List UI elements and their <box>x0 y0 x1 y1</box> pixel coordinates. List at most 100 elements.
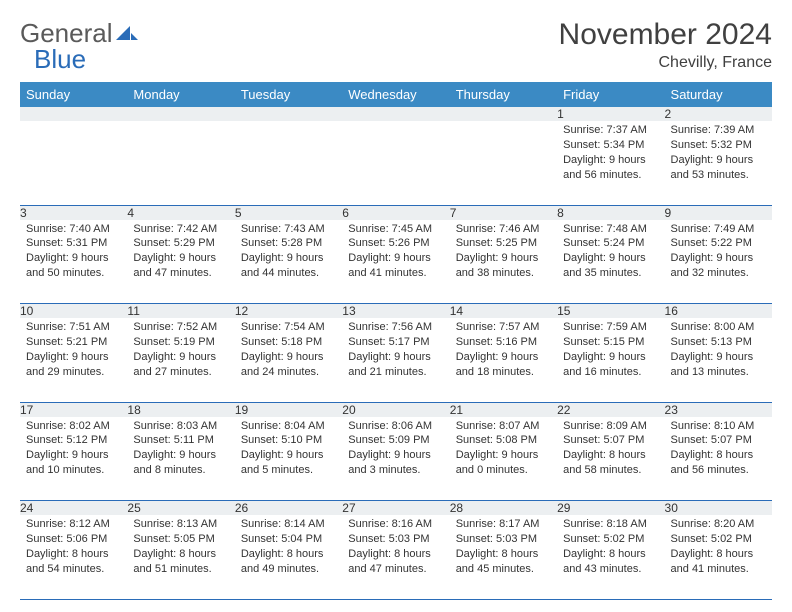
month-title: November 2024 <box>559 18 772 52</box>
weekday-header: Friday <box>557 82 664 107</box>
day-details: Sunrise: 7:59 AMSunset: 5:15 PMDaylight:… <box>557 318 664 383</box>
day-number: 7 <box>450 205 557 220</box>
day-body-row: Sunrise: 7:40 AMSunset: 5:31 PMDaylight:… <box>20 220 772 304</box>
day-details: Sunrise: 8:16 AMSunset: 5:03 PMDaylight:… <box>342 515 449 580</box>
day-details: Sunrise: 8:18 AMSunset: 5:02 PMDaylight:… <box>557 515 664 580</box>
day-number: 4 <box>127 205 234 220</box>
day-number: 27 <box>342 501 449 516</box>
location: Chevilly, France <box>559 54 772 72</box>
day-details: Sunrise: 7:51 AMSunset: 5:21 PMDaylight:… <box>20 318 127 383</box>
day-cell: Sunrise: 8:12 AMSunset: 5:06 PMDaylight:… <box>20 515 127 599</box>
day-cell: Sunrise: 7:43 AMSunset: 5:28 PMDaylight:… <box>235 220 342 304</box>
day-cell: Sunrise: 8:06 AMSunset: 5:09 PMDaylight:… <box>342 417 449 501</box>
day-number: 1 <box>557 107 664 121</box>
day-details: Sunrise: 8:00 AMSunset: 5:13 PMDaylight:… <box>665 318 772 383</box>
day-number-row: 12 <box>20 107 772 121</box>
logo-line2: Blue <box>34 44 86 75</box>
day-cell <box>235 121 342 205</box>
day-number: 30 <box>665 501 772 516</box>
day-cell: Sunrise: 7:54 AMSunset: 5:18 PMDaylight:… <box>235 318 342 402</box>
day-body-row: Sunrise: 7:37 AMSunset: 5:34 PMDaylight:… <box>20 121 772 205</box>
day-number: 3 <box>20 205 127 220</box>
day-cell: Sunrise: 8:07 AMSunset: 5:08 PMDaylight:… <box>450 417 557 501</box>
weekday-header-row: SundayMondayTuesdayWednesdayThursdayFrid… <box>20 82 772 107</box>
day-details: Sunrise: 8:20 AMSunset: 5:02 PMDaylight:… <box>665 515 772 580</box>
day-details: Sunrise: 8:06 AMSunset: 5:09 PMDaylight:… <box>342 417 449 482</box>
day-details: Sunrise: 8:04 AMSunset: 5:10 PMDaylight:… <box>235 417 342 482</box>
day-cell: Sunrise: 7:37 AMSunset: 5:34 PMDaylight:… <box>557 121 664 205</box>
day-body-row: Sunrise: 8:12 AMSunset: 5:06 PMDaylight:… <box>20 515 772 599</box>
day-cell: Sunrise: 8:18 AMSunset: 5:02 PMDaylight:… <box>557 515 664 599</box>
day-number-row: 10111213141516 <box>20 304 772 319</box>
day-number: 2 <box>665 107 772 121</box>
day-details: Sunrise: 8:10 AMSunset: 5:07 PMDaylight:… <box>665 417 772 482</box>
day-cell: Sunrise: 8:16 AMSunset: 5:03 PMDaylight:… <box>342 515 449 599</box>
day-body-row: Sunrise: 7:51 AMSunset: 5:21 PMDaylight:… <box>20 318 772 402</box>
day-details: Sunrise: 8:03 AMSunset: 5:11 PMDaylight:… <box>127 417 234 482</box>
day-cell: Sunrise: 8:10 AMSunset: 5:07 PMDaylight:… <box>665 417 772 501</box>
day-cell <box>20 121 127 205</box>
day-number: 18 <box>127 402 234 417</box>
day-cell: Sunrise: 7:45 AMSunset: 5:26 PMDaylight:… <box>342 220 449 304</box>
day-cell: Sunrise: 8:00 AMSunset: 5:13 PMDaylight:… <box>665 318 772 402</box>
day-cell: Sunrise: 7:40 AMSunset: 5:31 PMDaylight:… <box>20 220 127 304</box>
day-number <box>20 107 127 121</box>
day-details: Sunrise: 8:17 AMSunset: 5:03 PMDaylight:… <box>450 515 557 580</box>
day-cell: Sunrise: 7:46 AMSunset: 5:25 PMDaylight:… <box>450 220 557 304</box>
header: General November 2024 Chevilly, France <box>20 18 772 72</box>
logo-text-2: Blue <box>34 44 86 75</box>
weekday-header: Sunday <box>20 82 127 107</box>
day-cell: Sunrise: 8:02 AMSunset: 5:12 PMDaylight:… <box>20 417 127 501</box>
weekday-header: Saturday <box>665 82 772 107</box>
day-details: Sunrise: 8:14 AMSunset: 5:04 PMDaylight:… <box>235 515 342 580</box>
day-number: 19 <box>235 402 342 417</box>
day-details: Sunrise: 7:43 AMSunset: 5:28 PMDaylight:… <box>235 220 342 285</box>
day-number: 14 <box>450 304 557 319</box>
title-block: November 2024 Chevilly, France <box>559 18 772 72</box>
day-details: Sunrise: 7:39 AMSunset: 5:32 PMDaylight:… <box>665 121 772 186</box>
day-cell: Sunrise: 7:48 AMSunset: 5:24 PMDaylight:… <box>557 220 664 304</box>
day-number: 25 <box>127 501 234 516</box>
day-number <box>235 107 342 121</box>
weekday-header: Wednesday <box>342 82 449 107</box>
day-number: 23 <box>665 402 772 417</box>
day-cell <box>127 121 234 205</box>
day-number: 21 <box>450 402 557 417</box>
day-cell <box>342 121 449 205</box>
day-details: Sunrise: 7:37 AMSunset: 5:34 PMDaylight:… <box>557 121 664 186</box>
day-body-row: Sunrise: 8:02 AMSunset: 5:12 PMDaylight:… <box>20 417 772 501</box>
weekday-header: Thursday <box>450 82 557 107</box>
day-number-row: 3456789 <box>20 205 772 220</box>
day-number: 29 <box>557 501 664 516</box>
day-cell: Sunrise: 7:56 AMSunset: 5:17 PMDaylight:… <box>342 318 449 402</box>
day-details: Sunrise: 8:13 AMSunset: 5:05 PMDaylight:… <box>127 515 234 580</box>
day-number: 24 <box>20 501 127 516</box>
day-number: 16 <box>665 304 772 319</box>
day-details: Sunrise: 7:40 AMSunset: 5:31 PMDaylight:… <box>20 220 127 285</box>
day-details: Sunrise: 8:12 AMSunset: 5:06 PMDaylight:… <box>20 515 127 580</box>
calendar-table: SundayMondayTuesdayWednesdayThursdayFrid… <box>20 82 772 600</box>
day-details: Sunrise: 7:48 AMSunset: 5:24 PMDaylight:… <box>557 220 664 285</box>
day-cell: Sunrise: 8:03 AMSunset: 5:11 PMDaylight:… <box>127 417 234 501</box>
day-cell: Sunrise: 8:20 AMSunset: 5:02 PMDaylight:… <box>665 515 772 599</box>
day-details: Sunrise: 7:54 AMSunset: 5:18 PMDaylight:… <box>235 318 342 383</box>
day-number: 5 <box>235 205 342 220</box>
day-cell: Sunrise: 8:04 AMSunset: 5:10 PMDaylight:… <box>235 417 342 501</box>
day-details: Sunrise: 7:46 AMSunset: 5:25 PMDaylight:… <box>450 220 557 285</box>
day-number <box>450 107 557 121</box>
day-details: Sunrise: 7:52 AMSunset: 5:19 PMDaylight:… <box>127 318 234 383</box>
day-details: Sunrise: 7:42 AMSunset: 5:29 PMDaylight:… <box>127 220 234 285</box>
day-details: Sunrise: 8:02 AMSunset: 5:12 PMDaylight:… <box>20 417 127 482</box>
day-cell: Sunrise: 7:59 AMSunset: 5:15 PMDaylight:… <box>557 318 664 402</box>
day-number: 28 <box>450 501 557 516</box>
day-number: 12 <box>235 304 342 319</box>
day-number: 13 <box>342 304 449 319</box>
day-number: 8 <box>557 205 664 220</box>
day-cell: Sunrise: 8:09 AMSunset: 5:07 PMDaylight:… <box>557 417 664 501</box>
day-number: 15 <box>557 304 664 319</box>
day-number: 22 <box>557 402 664 417</box>
day-cell: Sunrise: 7:39 AMSunset: 5:32 PMDaylight:… <box>665 121 772 205</box>
day-cell: Sunrise: 7:51 AMSunset: 5:21 PMDaylight:… <box>20 318 127 402</box>
day-details: Sunrise: 7:56 AMSunset: 5:17 PMDaylight:… <box>342 318 449 383</box>
day-cell: Sunrise: 7:52 AMSunset: 5:19 PMDaylight:… <box>127 318 234 402</box>
